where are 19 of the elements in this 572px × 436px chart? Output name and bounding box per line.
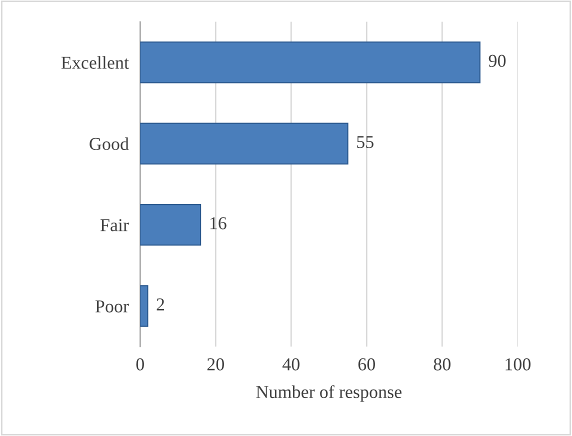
y-tick-label: Poor: [95, 300, 129, 312]
x-tick-label: 0: [136, 358, 144, 370]
y-tick-label: Good: [90, 137, 129, 150]
bar: [140, 285, 148, 327]
data-label: 55: [357, 136, 374, 148]
y-tick-label: Excellent: [61, 56, 129, 69]
data-label: 90: [488, 54, 506, 67]
x-axis-title: Number of response: [256, 385, 402, 402]
bar: [140, 122, 348, 164]
data-label: 16: [210, 217, 226, 230]
bar: [140, 204, 202, 246]
data-label: 2: [156, 298, 164, 310]
bar: [140, 42, 480, 84]
x-tick-label: 80: [434, 358, 450, 370]
x-tick-label: 20: [207, 358, 224, 370]
x-tick-label: 100: [506, 358, 531, 370]
x-tick-label: 40: [282, 358, 300, 370]
x-tick-label: 60: [358, 358, 375, 370]
y-tick-label: Fair: [100, 219, 129, 232]
